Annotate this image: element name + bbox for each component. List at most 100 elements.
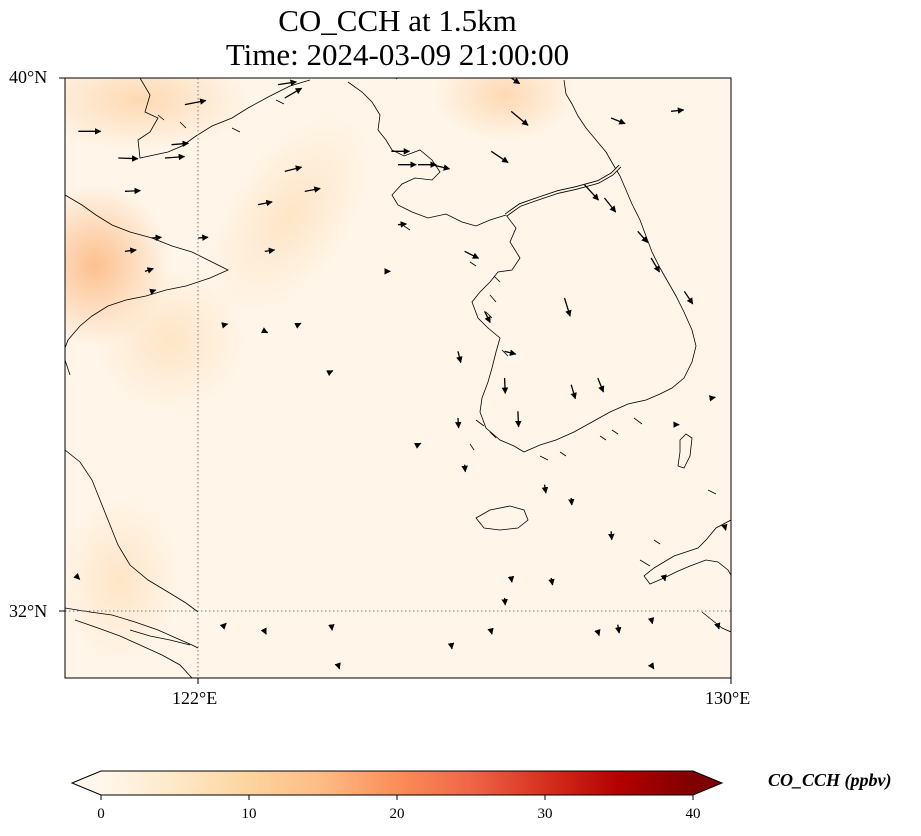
- wind-vector-70: [149, 288, 157, 295]
- wind-vector-1: [118, 155, 139, 162]
- wind-vector-45: [568, 497, 575, 506]
- field-plume-bohai: [210, 118, 370, 312]
- colorbar-tick-label-40: 40: [685, 806, 701, 822]
- field-plume-yangtze: [65, 500, 180, 660]
- coastline-liaodong: [137, 78, 311, 159]
- wind-vector-37: [504, 349, 517, 356]
- field-plume-northwest: [65, 78, 250, 150]
- wind-vector-5: [124, 187, 141, 195]
- field-plume-shandong: [95, 270, 245, 410]
- wind-vector-36: [456, 351, 463, 364]
- wind-vector-17: [490, 150, 509, 164]
- wind-vector-71: [73, 572, 81, 580]
- wind-vector-52: [721, 523, 728, 531]
- wind-vector-2: [164, 153, 186, 161]
- wind-vector-15: [278, 79, 297, 86]
- wind-vector-41: [515, 411, 522, 428]
- wind-vector-19: [603, 197, 617, 213]
- wind-vector-50: [647, 617, 655, 625]
- wind-vector-63: [487, 627, 494, 635]
- wind-vector-11: [304, 186, 321, 193]
- wind-vector-18: [583, 184, 599, 201]
- wind-vector-47: [548, 577, 555, 586]
- colorbar-tick-label-0: 0: [97, 806, 105, 822]
- wind-vector-60: [260, 627, 267, 635]
- chart-title: CO_CCH at 1.5km Time: 2024-03-09 21:00:0…: [64, 4, 731, 72]
- wind-vector-40: [501, 377, 509, 395]
- wind-vector-43: [461, 464, 468, 473]
- coastline-yangtze: [65, 607, 199, 649]
- colorbar-tick-label-30: 30: [537, 806, 553, 822]
- colorbar-label: CO_CCH (ppbv): [768, 770, 892, 790]
- wind-vector-13: [264, 247, 276, 254]
- wind-vector-51: [714, 622, 721, 630]
- wind-vector-44: [541, 484, 549, 494]
- coastline-shandong: [65, 194, 229, 349]
- wind-vector-7: [124, 247, 137, 254]
- wind-vector-38: [570, 384, 577, 400]
- wind-vector-4: [171, 140, 190, 147]
- wind-vector-25: [431, 164, 451, 171]
- coastline-korea-west: [471, 214, 525, 453]
- wind-vector-20: [610, 117, 626, 125]
- coastline-islands-south: [539, 417, 717, 567]
- wind-vector-49: [615, 624, 622, 634]
- wind-vector-28: [397, 221, 408, 228]
- wind-vector-58: [447, 642, 455, 650]
- gridlines: [65, 78, 731, 678]
- wind-vector-68: [294, 322, 302, 329]
- wind-vector-9: [198, 234, 209, 241]
- wind-vector-21: [670, 107, 685, 114]
- wind-vector-64: [507, 575, 515, 583]
- wind-vector-6: [151, 234, 163, 241]
- colorbar-extend-high: [693, 771, 722, 795]
- colorbar-extend-low: [72, 771, 101, 795]
- wind-vector-46: [608, 531, 615, 541]
- wind-vector-10: [284, 165, 303, 172]
- wind-vector-12: [258, 199, 273, 207]
- axes-frame: [64, 77, 732, 679]
- coastline-islands-west: [469, 261, 509, 451]
- colorbar-tick-label-10: 10: [241, 806, 257, 822]
- wind-vectors: [73, 78, 728, 670]
- wind-vector-3: [184, 98, 207, 106]
- colorbar: [70, 770, 724, 800]
- wind-vector-48: [501, 597, 508, 606]
- colorbar-tick-label-20: 20: [389, 806, 405, 822]
- wind-vector-67: [260, 327, 269, 334]
- wind-vector-39: [597, 377, 605, 393]
- concentration-field: [65, 78, 731, 678]
- coastline-jeju: [475, 505, 529, 531]
- axis-ticks: [59, 77, 732, 684]
- wind-vector-29: [464, 250, 480, 259]
- wind-vector-69: [221, 322, 229, 329]
- wind-vector-35: [483, 311, 491, 324]
- colorbar-tick-marks: [100, 795, 694, 800]
- wind-vector-54: [708, 395, 716, 402]
- dmz-line-inner: [505, 165, 621, 216]
- chart-title-line2: Time: 2024-03-09 21:00:00: [225, 37, 570, 72]
- wind-vector-16: [510, 110, 529, 126]
- coastline-jiangsu: [65, 449, 199, 613]
- wind-vector-31: [637, 230, 649, 244]
- coastline-liaodong-bay: [347, 81, 507, 227]
- lat-tick-label-40N: 40°N: [9, 67, 48, 87]
- wind-vector-14: [284, 87, 303, 99]
- coastline-bohai-islands: [157, 99, 411, 231]
- wind-vector-53: [660, 574, 667, 582]
- lon-tick-label-122E: 122°E: [172, 688, 218, 708]
- lon-tick-label-130E: 130°E: [705, 688, 751, 708]
- chart-title-line1: CO_CCH at 1.5km: [278, 3, 517, 38]
- coastline-korea-east-north: [563, 79, 621, 177]
- coastline-kyushu: [643, 519, 731, 585]
- wind-vector-33: [683, 290, 694, 305]
- wind-vector-59: [334, 662, 341, 670]
- coastline-tsushima: [677, 433, 693, 469]
- colorbar-body: [101, 771, 693, 795]
- wind-vector-32: [650, 257, 661, 273]
- coastline-korea-south: [523, 175, 697, 453]
- coastline-yangtze-south: [74, 619, 193, 678]
- wind-vector-42: [454, 417, 462, 429]
- wind-vector-34: [563, 297, 572, 317]
